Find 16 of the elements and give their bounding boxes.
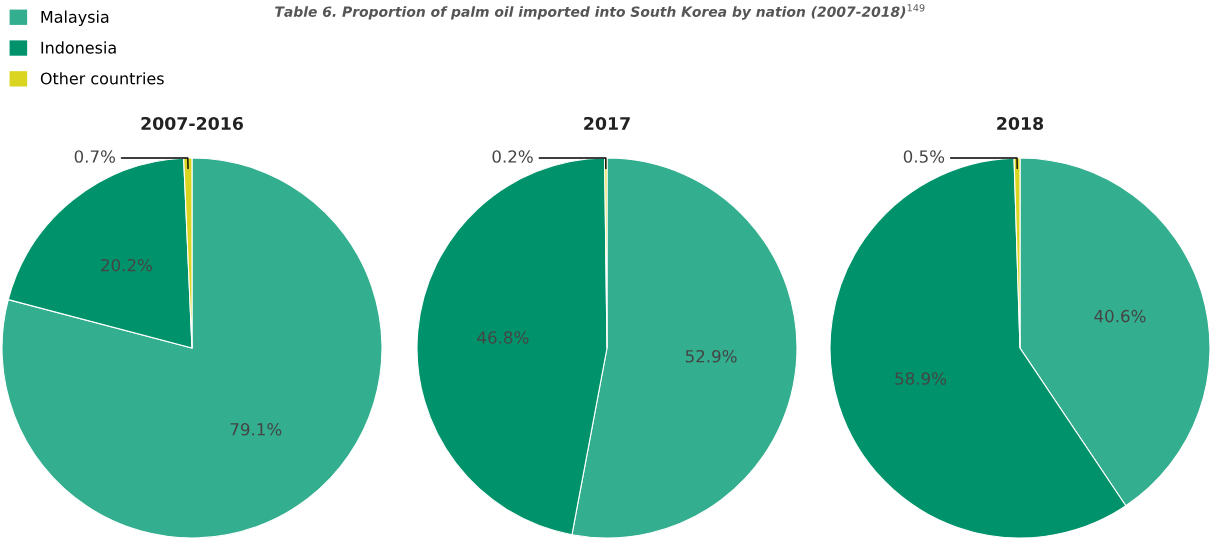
data-label: 58.9% <box>895 372 947 385</box>
data-label: 52.9% <box>685 349 737 363</box>
data-label: 0.5% <box>903 150 945 163</box>
data-label: 0.2% <box>492 150 533 163</box>
chart-title: 2017 <box>584 116 630 131</box>
caption: Table 6. Proportion of palm oil imported into South Korea by nation (2007-2018)$^{149}$ <box>275 4 925 20</box>
chart-title: 2018 <box>997 116 1044 131</box>
text: 2007-2016 <box>141 116 243 131</box>
legend-label: Malaysia <box>41 10 109 26</box>
data-label: 46.8% <box>477 331 529 344</box>
data-label: 79.1% <box>230 423 282 436</box>
data-label: 20.2% <box>101 258 152 272</box>
legend-label: Indonesia <box>41 41 116 54</box>
data-label: 0.7% <box>74 150 115 163</box>
data-label: 40.6% <box>1094 309 1146 323</box>
legend-label: Other countries <box>40 72 164 85</box>
